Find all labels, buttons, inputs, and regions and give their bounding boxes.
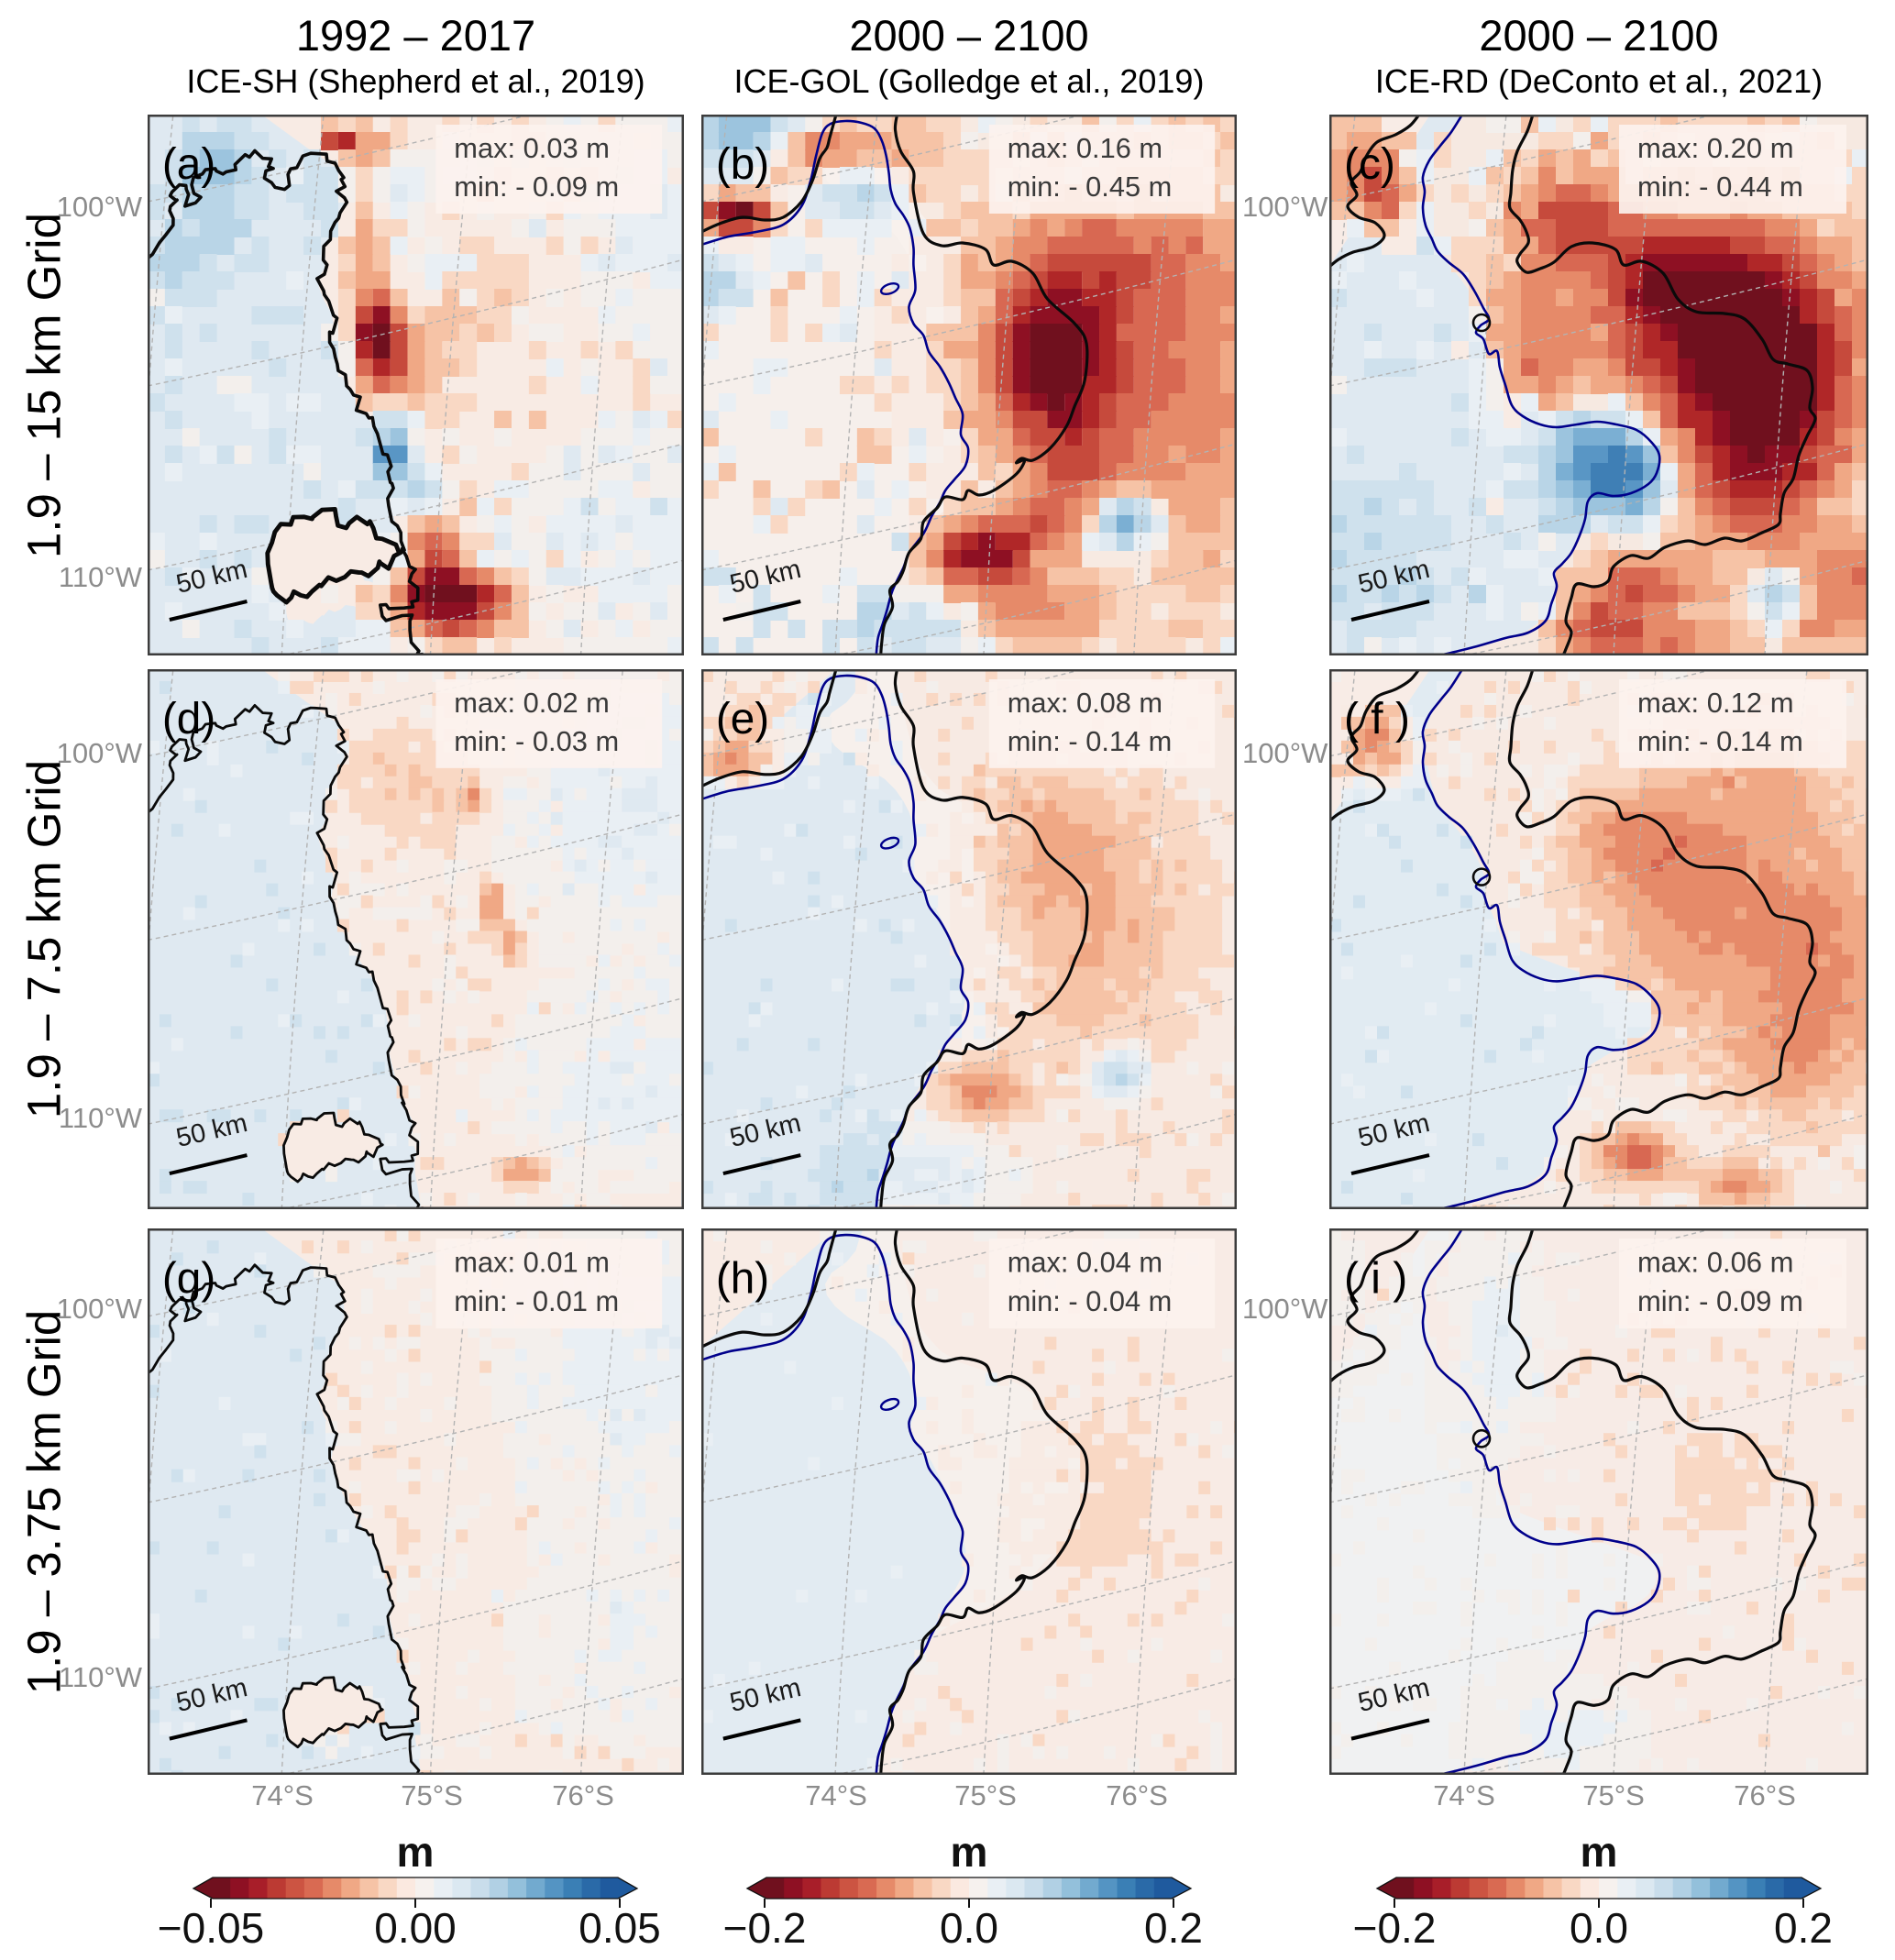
svg-text:min: - 0.44 m: min: - 0.44 m: [1637, 171, 1803, 203]
svg-text:max: 0.04 m: max: 0.04 m: [1008, 1246, 1162, 1278]
svg-text:(b): (b): [716, 140, 769, 189]
svg-text:m: m: [1581, 1828, 1618, 1876]
svg-text:max: 0.02 m: max: 0.02 m: [454, 687, 610, 719]
svg-text:0.00: 0.00: [374, 1904, 457, 1952]
svg-text:m: m: [951, 1828, 988, 1876]
svg-text:−0.2: −0.2: [1353, 1904, 1437, 1952]
svg-text:max: 0.16 m: max: 0.16 m: [1008, 132, 1162, 164]
svg-text:(d): (d): [162, 695, 215, 743]
svg-text:min: - 0.14 m: min: - 0.14 m: [1637, 725, 1803, 757]
svg-text:min: - 0.14 m: min: - 0.14 m: [1008, 725, 1173, 757]
svg-text:max: 0.12 m: max: 0.12 m: [1637, 687, 1794, 719]
svg-text:( i ): ( i ): [1344, 1253, 1407, 1303]
svg-text:max: 0.03 m: max: 0.03 m: [454, 132, 610, 164]
svg-text:0.2: 0.2: [1774, 1904, 1833, 1952]
svg-text:(g): (g): [162, 1253, 215, 1303]
svg-text:min: - 0.04 m: min: - 0.04 m: [1008, 1285, 1173, 1317]
svg-text:( f ): ( f ): [1344, 695, 1410, 743]
svg-text:0.2: 0.2: [1144, 1904, 1203, 1952]
svg-text:0.0: 0.0: [940, 1904, 998, 1952]
svg-text:0.0: 0.0: [1570, 1904, 1628, 1952]
svg-text:max: 0.06 m: max: 0.06 m: [1637, 1246, 1793, 1278]
svg-text:min: - 0.09 m: min: - 0.09 m: [454, 171, 619, 203]
svg-text:min: - 0.45 m: min: - 0.45 m: [1008, 171, 1173, 203]
svg-text:−0.2: −0.2: [723, 1904, 807, 1952]
svg-text:m: m: [397, 1828, 435, 1876]
svg-text:min: - 0.01 m: min: - 0.01 m: [454, 1285, 619, 1317]
svg-text:0.05: 0.05: [578, 1904, 661, 1952]
svg-text:max: 0.08 m: max: 0.08 m: [1008, 687, 1162, 719]
svg-text:−0.05: −0.05: [158, 1904, 264, 1952]
svg-text:min: - 0.09 m: min: - 0.09 m: [1637, 1285, 1803, 1317]
svg-text:(h): (h): [716, 1253, 769, 1303]
svg-text:min: - 0.03 m: min: - 0.03 m: [454, 725, 619, 757]
svg-text:(c): (c): [1344, 140, 1395, 189]
svg-text:(e): (e): [716, 695, 769, 743]
svg-text:(a): (a): [162, 140, 215, 189]
svg-text:max: 0.20 m: max: 0.20 m: [1637, 132, 1794, 164]
svg-text:max: 0.01 m: max: 0.01 m: [454, 1246, 610, 1278]
